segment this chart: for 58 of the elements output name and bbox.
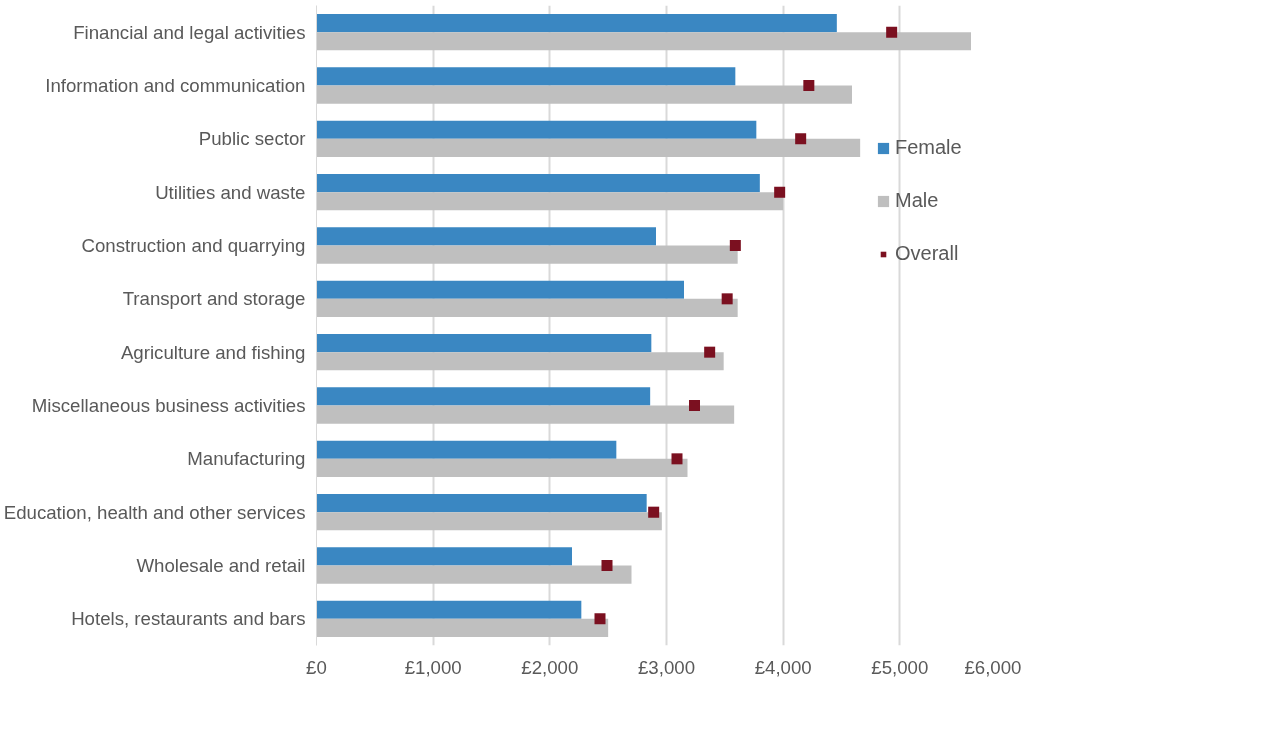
y-tick-label: Public sector xyxy=(198,128,306,150)
bar xyxy=(316,440,617,459)
bar xyxy=(316,120,757,139)
point xyxy=(594,613,606,625)
y-tick-label: Agriculture and fishing xyxy=(120,341,306,363)
legend-label: Overall xyxy=(895,242,959,265)
bar xyxy=(316,174,760,193)
point xyxy=(774,186,786,198)
y-tick-label: Wholesale and retail xyxy=(136,555,306,576)
x-tick-label: £5,000 xyxy=(871,656,929,678)
bar xyxy=(316,565,632,584)
bar xyxy=(316,405,735,424)
bar xyxy=(316,547,572,566)
point xyxy=(886,26,898,38)
x-tick-label: £4,000 xyxy=(754,656,812,678)
point xyxy=(648,506,660,518)
y-tick-label: Information and communication xyxy=(45,75,306,96)
bar xyxy=(316,600,582,619)
bar xyxy=(316,618,609,637)
x-tick-label: £1,000 xyxy=(404,656,462,678)
x-tick-label: £0 xyxy=(306,656,327,678)
y-tick-label: Financial and legal activities xyxy=(73,21,306,43)
y-tick-label: Education, health and other services xyxy=(3,501,306,523)
point xyxy=(689,400,700,411)
legend-label: Male xyxy=(895,189,939,212)
bar xyxy=(316,192,784,211)
point xyxy=(671,453,683,465)
y-tick-label: Utilities and waste xyxy=(155,181,306,203)
bar xyxy=(316,245,738,264)
bar xyxy=(316,280,684,299)
point xyxy=(803,80,815,91)
bar xyxy=(316,227,656,246)
y-tick-label: Manufacturing xyxy=(187,448,306,470)
x-tick-label: £2,000 xyxy=(521,656,579,678)
y-tick-label: Hotels, restaurants and bars xyxy=(71,608,306,630)
bar xyxy=(316,85,852,104)
bar xyxy=(316,458,688,477)
bar xyxy=(316,32,971,51)
legend-label: Female xyxy=(895,136,962,159)
x-tick-label: £3,000 xyxy=(637,656,696,678)
point xyxy=(795,133,807,145)
bar xyxy=(316,352,724,371)
bar xyxy=(316,494,647,513)
bar xyxy=(316,138,861,157)
point xyxy=(721,293,733,305)
bar xyxy=(316,14,837,33)
point xyxy=(729,240,741,251)
bar xyxy=(316,298,738,317)
bar xyxy=(316,387,651,406)
bar xyxy=(316,512,662,531)
x-tick-label: £6,000 xyxy=(964,656,1022,678)
y-tick-label: Construction and quarrying xyxy=(81,235,306,256)
point xyxy=(704,346,716,358)
point xyxy=(601,560,613,571)
y-tick-label: Transport and storage xyxy=(122,288,306,310)
bar xyxy=(316,67,736,86)
y-tick-label: Miscellaneous business activities xyxy=(31,395,306,416)
bar xyxy=(316,334,652,353)
